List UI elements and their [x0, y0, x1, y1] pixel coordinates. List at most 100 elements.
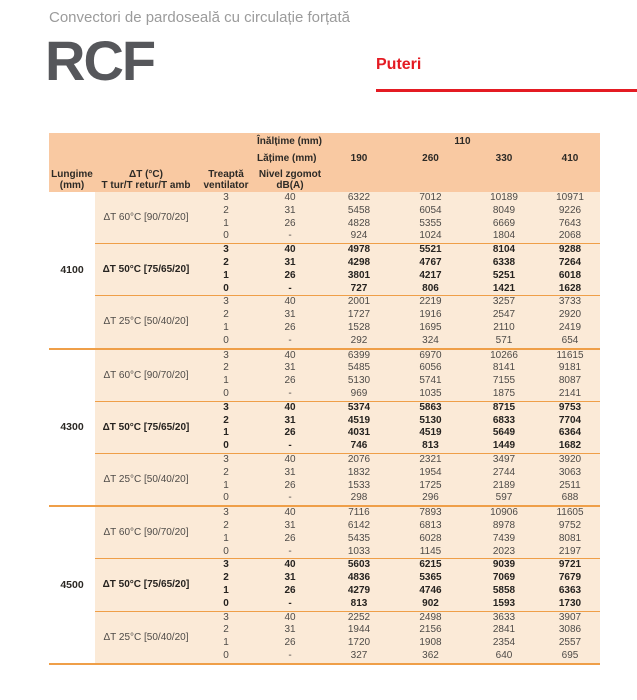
dt-section-label: ΔT 25°C [50/40/20]	[103, 316, 189, 328]
power-value-cell: 3063	[558, 466, 582, 478]
power-value-cell: 2110	[493, 321, 515, 333]
fan-step-cell: 1	[223, 427, 229, 439]
power-value-cell: 5435	[347, 532, 371, 544]
power-value-cell: 727	[350, 282, 368, 294]
power-value-cell: 6669	[492, 217, 516, 229]
power-value-cell: 902	[422, 597, 439, 609]
power-value-cell: 9753	[558, 401, 582, 413]
dt-section: ΔT 50°C [75/65/20] 3 40 5374 5863 8715 9753 2 31…	[95, 402, 600, 454]
dt-section: ΔT 25°C [50/40/20] 3 40 2076 2321 3497 3920 2 31…	[95, 454, 600, 505]
dt-section-label: ΔT 25°C [50/40/20]	[103, 631, 189, 643]
dt-section-label: ΔT 50°C [75/65/20]	[102, 264, 190, 276]
power-value-cell: 2156	[419, 624, 442, 636]
power-value-cell: 1628	[558, 282, 582, 294]
power-value-cell: 1533	[347, 479, 371, 491]
power-value-cell: 6338	[492, 256, 516, 268]
table-row: 2 31 4298 4767 6338 7264	[197, 257, 600, 270]
power-value-cell: 1730	[558, 597, 582, 609]
noise-level-cell: 31	[284, 414, 296, 426]
power-value-cell: 1908	[419, 637, 442, 649]
power-value-cell: 5741	[419, 375, 442, 387]
power-value-cell: 10189	[490, 192, 518, 203]
length-column-header: Lungime (mm)	[51, 168, 93, 191]
power-value-cell: 1725	[419, 479, 442, 491]
table-row: 0 - 924 1024 1804 2068	[197, 230, 600, 243]
power-value-cell: 3633	[492, 611, 516, 623]
power-value-cell: 2557	[558, 637, 582, 649]
table-row: 3 40 5374 5863 8715 9753	[197, 402, 600, 415]
power-value-cell: 8104	[492, 244, 516, 256]
power-value-cell: 1720	[347, 637, 371, 649]
power-value-cell: 6813	[419, 519, 442, 531]
width-label: Lățime (mm)	[257, 153, 317, 164]
fan-step-cell: 3	[223, 244, 229, 256]
power-value-cell: 327	[350, 649, 368, 661]
power-value-cell: 2744	[492, 466, 516, 478]
power-value-cell: 6364	[558, 427, 582, 439]
fan-step-cell: 3	[223, 453, 229, 465]
power-value-cell: 1944	[347, 624, 371, 636]
dt-section: ΔT 25°C [50/40/20] 3 40 2001 2219 3257 3733 2 31…	[95, 296, 600, 347]
power-value-cell: 813	[422, 440, 439, 452]
table-row: 1 26 4828 5355 6669 7643	[197, 218, 600, 231]
page-subtitle: Convectori de pardoseală cu circulație f…	[49, 9, 350, 26]
power-value-cell: 8141	[492, 362, 516, 374]
table-row: 2 31 4836 5365 7069 7679	[197, 572, 600, 585]
length-group: 4500 ΔT 60°C [90/70/20] 3 40 7116 7893 10906 11…	[49, 507, 600, 665]
section-rows: 3 40 5374 5863 8715 9753 2 31 4519 5130 6833 7704 1 2…	[197, 402, 600, 453]
power-value-cell: 688	[561, 492, 579, 504]
width-value-330: 330	[495, 153, 513, 164]
noise-level-cell: 40	[284, 296, 296, 308]
table-row: 0 - 813 902 1593 1730	[197, 598, 600, 611]
power-value-cell: 7704	[558, 414, 582, 426]
power-value-cell: 2419	[558, 321, 582, 333]
length-cell: 4300	[49, 349, 95, 506]
power-value-cell: 2547	[492, 309, 516, 321]
power-value-cell: 2023	[492, 545, 516, 557]
power-value-cell: 2189	[492, 479, 516, 491]
fan-step-cell: 2	[223, 256, 229, 268]
power-value-cell: 5858	[492, 584, 516, 596]
power-value-cell: 5355	[419, 217, 442, 229]
fan-step-cell: 1	[223, 637, 229, 649]
power-value-cell: 5485	[347, 362, 371, 374]
table-row: 2 31 5458 6054 8049 9226	[197, 205, 600, 218]
power-value-cell: 5863	[419, 401, 442, 413]
fan-step-cell: 2	[223, 466, 229, 478]
fan-step-cell: 0	[223, 334, 229, 346]
fan-step-cell: 0	[223, 597, 229, 609]
noise-level-cell: 40	[284, 507, 296, 519]
power-value-cell: 6215	[419, 559, 442, 571]
power-value-cell: 2354	[492, 637, 516, 649]
table-row: 0 - 327 362 640 695	[197, 650, 600, 663]
section-title: Puteri	[376, 56, 422, 73]
product-title: RCF	[45, 29, 156, 92]
power-value-cell: 1421	[492, 282, 516, 294]
power-value-cell: 5603	[347, 559, 371, 571]
noise-level-cell: 26	[284, 637, 296, 649]
section-rows: 3 40 2076 2321 3497 3920 2 31 1832 1954 2744 3063 1 2…	[197, 454, 600, 505]
power-value-cell: 1528	[347, 321, 371, 333]
table-row: 3 40 5603 6215 9039 9721	[197, 559, 600, 572]
noise-level-cell: 26	[284, 375, 296, 387]
noise-level-cell: -	[288, 282, 292, 294]
noise-level-cell: -	[288, 649, 292, 661]
power-value-cell: 8715	[492, 401, 516, 413]
power-value-cell: 9752	[558, 519, 582, 531]
power-value-cell: 4519	[419, 427, 442, 439]
power-value-cell: 1033	[347, 545, 371, 557]
power-value-cell: 4519	[347, 414, 371, 426]
power-value-cell: 1954	[419, 466, 442, 478]
power-value-cell: 2001	[347, 296, 371, 308]
table-row: 3 40 6322 7012 10189 10971	[197, 192, 600, 205]
power-value-cell: 7679	[558, 572, 582, 584]
fan-step-cell: 1	[223, 584, 229, 596]
height-label: Înălțime (mm)	[257, 136, 323, 147]
fan-step-cell: 3	[223, 611, 229, 623]
power-value-cell: 6018	[558, 269, 582, 281]
noise-level-cell: 31	[284, 362, 296, 374]
group-sections: ΔT 60°C [90/70/20] 3 40 7116 7893 10906 11605 2…	[95, 507, 600, 663]
power-value-cell: 969	[350, 387, 368, 399]
fan-step-cell: 1	[223, 532, 229, 544]
power-value-cell: 5365	[419, 572, 442, 584]
